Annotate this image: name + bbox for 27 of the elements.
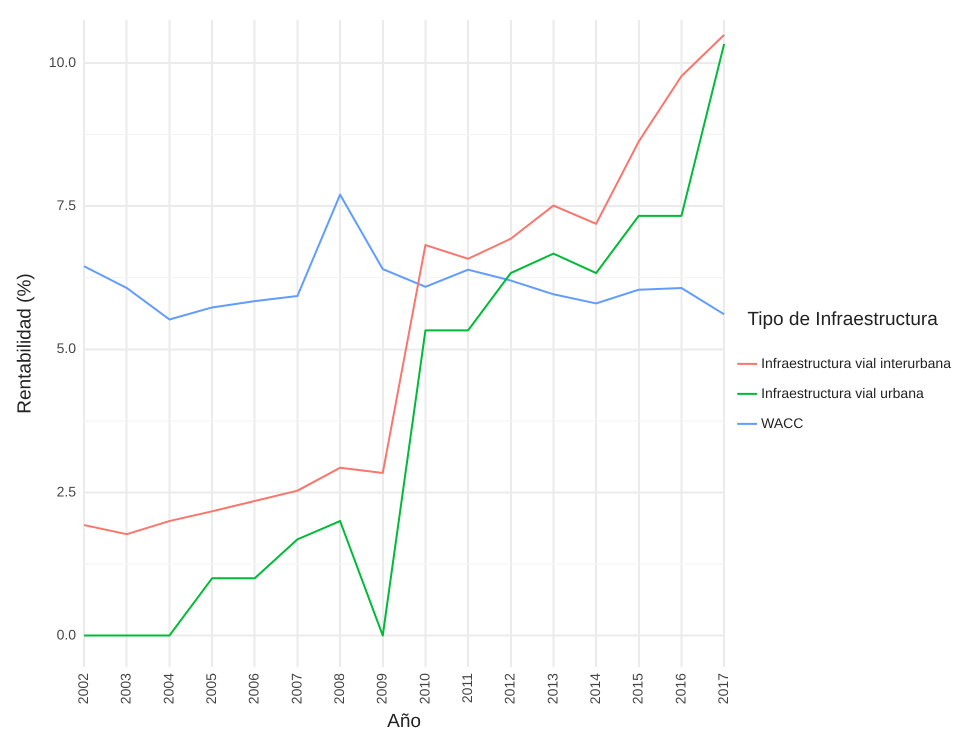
legend-label: Infraestructura vial interurbana xyxy=(761,354,952,371)
x-tick-label: 2004 xyxy=(160,672,176,704)
x-tick-label: 2003 xyxy=(118,672,134,704)
x-tick-label: 2013 xyxy=(544,672,560,704)
x-tick-label: 2015 xyxy=(630,672,646,704)
x-tick-label: 2008 xyxy=(330,672,347,704)
x-tick-label: 2009 xyxy=(374,672,390,704)
y-tick-label: 5.0 xyxy=(56,340,76,356)
x-tick-label: 2017 xyxy=(714,672,731,704)
y-tick-label: 2.5 xyxy=(56,483,76,500)
y-axis-title: Rentabilidad (%) xyxy=(14,273,36,414)
x-tick-label: 2016 xyxy=(672,672,688,704)
x-tick-label: 2002 xyxy=(74,672,91,704)
x-tick-label: 2012 xyxy=(502,672,518,704)
legend-title: Tipo de Infraestructura xyxy=(747,308,938,330)
x-axis-title: Año xyxy=(387,710,421,732)
x-tick-label: 2005 xyxy=(202,672,219,704)
y-tick-label: 10.0 xyxy=(48,54,76,70)
legend-label: WACC xyxy=(761,414,804,431)
y-tick-label: 0.0 xyxy=(56,626,76,642)
x-tick-label: 2007 xyxy=(288,672,304,704)
x-tick-label: 2010 xyxy=(416,672,432,704)
legend-label: Infraestructura vial urbana xyxy=(761,384,924,401)
x-tick-label: 2011 xyxy=(458,672,475,704)
x-tick-label: 2014 xyxy=(586,672,603,704)
y-tick-label: 7.5 xyxy=(56,196,76,213)
x-tick-label: 2006 xyxy=(246,672,262,704)
